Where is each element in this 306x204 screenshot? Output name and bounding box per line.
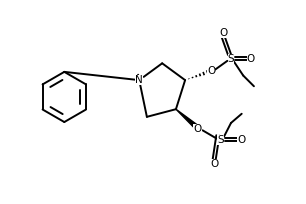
Text: O: O <box>193 124 201 134</box>
Text: O: O <box>207 66 215 76</box>
Polygon shape <box>176 109 200 131</box>
Text: O: O <box>210 159 218 169</box>
Text: S: S <box>228 54 234 64</box>
Text: O: O <box>237 135 246 145</box>
Text: O: O <box>247 54 255 64</box>
Text: S: S <box>217 135 224 145</box>
Text: N: N <box>135 75 143 85</box>
Text: O: O <box>219 28 227 38</box>
